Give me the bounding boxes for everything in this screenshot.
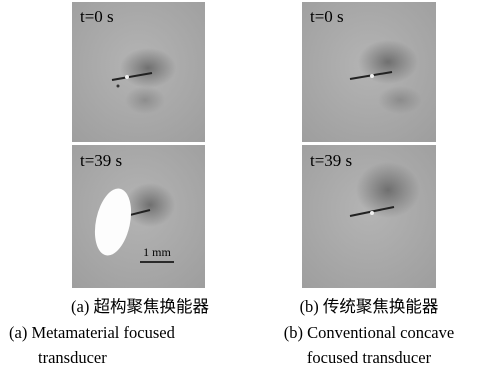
caption-zh: (a) 超构聚焦换能器 bbox=[71, 297, 209, 316]
caption-zh: (b) 传统聚焦换能器 bbox=[300, 297, 439, 316]
scale-bar-label: 1 mm bbox=[143, 245, 171, 259]
frame-label: t=39 s bbox=[310, 151, 352, 170]
frame-label: t=0 s bbox=[80, 7, 114, 26]
frame-label: t=39 s bbox=[80, 151, 122, 170]
caption-en: transducer bbox=[38, 348, 107, 367]
caption-en: (a) Metamaterial focused bbox=[9, 323, 176, 342]
figure: t=0 s t=39 s t=0 s t=39 s 1 mm (a) 超构聚焦换… bbox=[0, 0, 483, 378]
frame-label: t=0 s bbox=[310, 7, 344, 26]
caption-en: (b) Conventional concave bbox=[284, 323, 454, 342]
caption-en: focused transducer bbox=[307, 348, 432, 367]
